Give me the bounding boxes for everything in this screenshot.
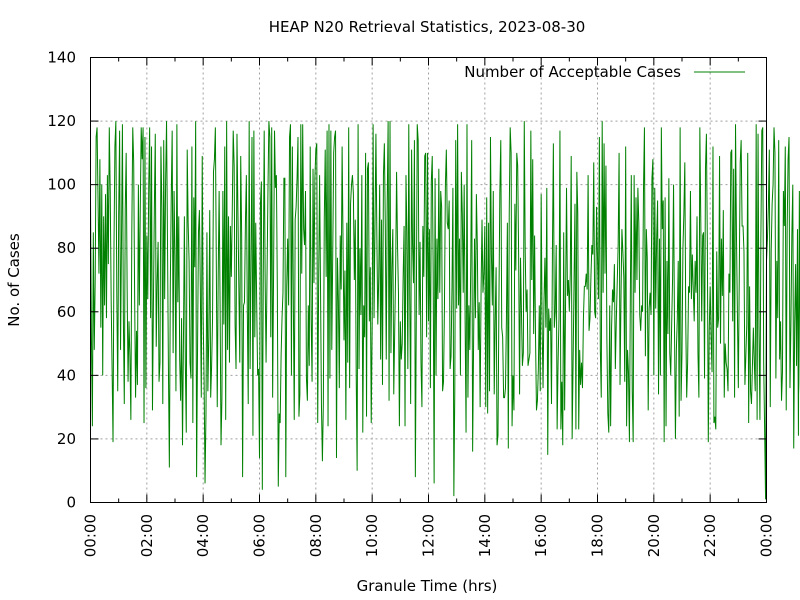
x-tick-labels: 00:00 02:00 04:00 06:00 08:00 10:00 12:00 14:00… xyxy=(82,514,776,557)
x-tick-label: 00:00 xyxy=(82,514,100,557)
data-series xyxy=(90,121,800,500)
axis-ticks xyxy=(90,57,767,503)
x-axis-label: Granule Time (hrs) xyxy=(357,577,498,595)
x-tick-label: 08:00 xyxy=(307,514,325,557)
x-tick-label: 20:00 xyxy=(645,514,663,557)
y-axis-label: No. of Cases xyxy=(5,233,23,327)
legend-label: Number of Acceptable Cases xyxy=(464,63,681,81)
series-line xyxy=(90,121,800,500)
y-tick-label: 80 xyxy=(57,239,76,257)
y-tick-label: 140 xyxy=(47,49,76,67)
x-tick-label: 10:00 xyxy=(363,514,381,557)
x-tick-label: 06:00 xyxy=(251,514,269,557)
legend: Number of Acceptable Cases xyxy=(464,63,745,81)
y-tick-label: 40 xyxy=(57,366,76,384)
x-tick-label: 00:00 xyxy=(758,514,776,557)
y-tick-label: 20 xyxy=(57,430,76,448)
x-tick-label: 16:00 xyxy=(532,514,550,557)
y-tick-label: 0 xyxy=(66,494,76,512)
x-tick-label: 04:00 xyxy=(194,514,212,557)
x-tick-label: 14:00 xyxy=(476,514,494,557)
x-tick-label: 22:00 xyxy=(701,514,719,557)
chart-title: HEAP N20 Retrieval Statistics, 2023-08-3… xyxy=(269,18,586,36)
x-tick-label: 02:00 xyxy=(138,514,156,557)
x-tick-label: 18:00 xyxy=(589,514,607,557)
y-tick-labels: 0 20 40 60 80 100 120 140 xyxy=(47,49,76,512)
y-tick-label: 120 xyxy=(47,112,76,130)
y-tick-label: 60 xyxy=(57,303,76,321)
y-tick-label: 100 xyxy=(47,176,76,194)
x-tick-label: 12:00 xyxy=(420,514,438,557)
